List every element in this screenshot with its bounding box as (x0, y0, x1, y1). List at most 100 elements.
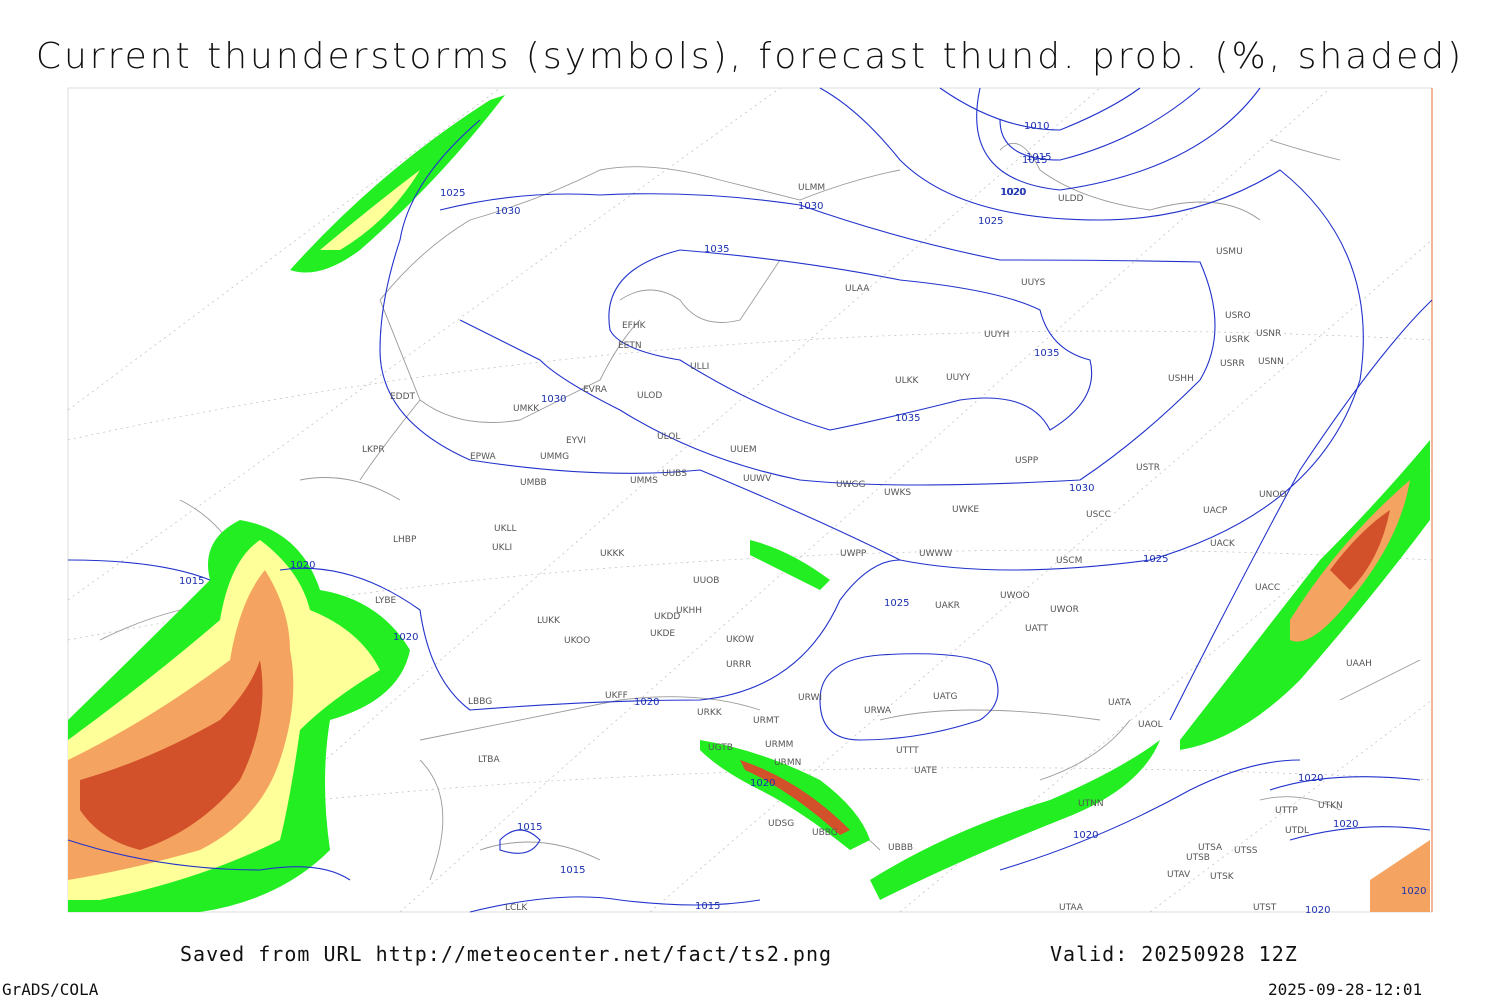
isobar (999, 87, 1201, 161)
station-label: UATE (914, 766, 938, 776)
station-label: UTSS (1234, 846, 1258, 856)
station-label: UTSA (1198, 843, 1223, 853)
isobars (67, 87, 1433, 913)
station-label: UKKK (600, 549, 625, 559)
station-label: UWGG (836, 480, 865, 490)
station-label: LHBP (393, 535, 417, 545)
title: Current thunderstorms (symbols), forecas… (36, 36, 1464, 77)
station-label: UATG (933, 692, 958, 702)
isobar-label: 1020 (634, 697, 659, 708)
isobar-label: 1015 (560, 865, 585, 876)
station-label: UWKS (884, 488, 911, 498)
shade-green (290, 95, 505, 273)
station-label: URRR (726, 660, 751, 670)
station-label: UATT (1025, 624, 1048, 634)
station-label: URWI (798, 693, 822, 703)
station-label: LCLK (505, 903, 528, 913)
station-label: ULOL (657, 432, 680, 442)
station-label: UUYH (984, 330, 1009, 340)
station-label: UTTP (1275, 806, 1298, 816)
shade-green (1180, 440, 1430, 750)
station-label: ULOD (637, 391, 662, 401)
isobar (819, 653, 999, 741)
isobar-label: 1020 (750, 778, 775, 789)
isobar-label: 1015 (1026, 152, 1051, 163)
station-label: UGTB (708, 743, 733, 753)
station-label: USCM (1056, 556, 1082, 566)
station-label: USHH (1168, 374, 1194, 384)
isobar-label: 1020 (1001, 187, 1026, 198)
isobar-label: 1015 (1022, 155, 1047, 166)
station-label: UBBG (812, 828, 838, 838)
station-labels: ULMM ULDD ULAA UUYS USMU USRO USRK USNR USRR USNN… (362, 183, 1372, 913)
isobar-label: 1025 (440, 188, 465, 199)
isobar (439, 193, 1216, 486)
station-label: USNR (1256, 329, 1281, 339)
station-label: UNOO (1259, 490, 1287, 500)
isobar-label: 1020 (1305, 905, 1330, 916)
station-label: LYBE (375, 596, 396, 606)
station-label: UKOO (564, 636, 590, 646)
station-label: USRR (1220, 359, 1245, 369)
station-label: UUBS (662, 469, 687, 479)
isobar (939, 87, 1141, 131)
isobar (67, 299, 1433, 721)
station-label: LKPR (362, 445, 385, 455)
isobar-label: 1035 (895, 413, 920, 424)
station-label: UUWV (743, 474, 772, 484)
station-label: UBBB (888, 843, 913, 853)
station-label: EYVI (566, 436, 586, 446)
isobar-label: 1020 (393, 632, 418, 643)
isobar-label: 1020 (290, 560, 315, 571)
station-label: EETN (618, 341, 642, 351)
station-label: UWPP (840, 549, 867, 559)
shade-green (870, 740, 1160, 900)
station-label: UUOB (693, 576, 719, 586)
isobar-label: 1015 (179, 576, 204, 587)
station-label: UTDL (1285, 826, 1309, 836)
isobar-label: 1030 (541, 394, 566, 405)
station-label: USPP (1015, 456, 1039, 466)
station-label: UWWW (919, 549, 952, 559)
shade-red (1330, 510, 1390, 590)
isobar-label: 1025 (884, 598, 909, 609)
station-label: UKFF (605, 691, 628, 701)
station-label: UUEM (730, 445, 757, 455)
station-label: ULMM (798, 183, 825, 193)
station-label: UACP (1203, 506, 1228, 516)
station-label: URMN (774, 758, 801, 768)
station-label: URWA (864, 706, 892, 716)
station-label: USNN (1258, 357, 1284, 367)
station-label: UAKR (935, 601, 960, 611)
station-label: LBBG (468, 697, 492, 707)
isobar-label: 1020 (1000, 187, 1025, 198)
station-label: EVRA (583, 385, 608, 395)
station-label: USMU (1216, 247, 1243, 257)
station-label: URKK (697, 708, 723, 718)
isobar-label: 1020 (1333, 819, 1358, 830)
station-label: UDSG (768, 819, 794, 829)
station-label: USRO (1225, 311, 1251, 321)
isobar (976, 87, 1261, 191)
shade-orange (1370, 840, 1430, 912)
station-label: UATA (1108, 698, 1132, 708)
graticule (67, 87, 1433, 913)
station-label: ULKK (895, 376, 920, 386)
isobar-label: 1025 (1143, 554, 1168, 565)
station-label: EDDT (390, 392, 416, 402)
station-label: UWOR (1050, 605, 1079, 615)
shade-red (80, 660, 263, 850)
isobar-label: 1035 (1034, 348, 1059, 359)
isobar-label: 1010 (1024, 121, 1049, 132)
station-label: UTNN (1078, 799, 1104, 809)
source-url: Saved from URL http://meteocenter.net/fa… (180, 942, 832, 966)
isobar-label: 1020 (1401, 886, 1426, 897)
station-label: LTBA (478, 755, 500, 765)
station-label: UKDD (654, 612, 680, 622)
station-label: UKLI (492, 543, 512, 553)
station-label: UUYS (1021, 278, 1046, 288)
station-label: UMMG (540, 452, 569, 462)
isobar (379, 87, 1364, 571)
station-label: EPWA (470, 452, 497, 462)
station-label: ULLI (690, 362, 709, 372)
